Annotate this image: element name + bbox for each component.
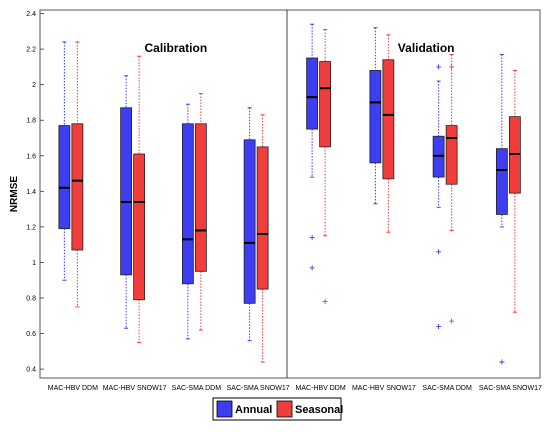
outlier-marker [449,318,455,324]
y-axis-title: NRMSE [9,176,20,212]
outlier-marker [499,359,505,365]
box-seasonal [319,29,332,305]
box-annual [243,107,256,342]
box-iqr [194,123,207,272]
y-tick-label: 2.4 [26,11,36,18]
box-seasonal [382,34,395,233]
box-seasonal [194,93,207,331]
box-annual [58,41,71,281]
legend-swatch [216,400,233,418]
box-iqr [181,123,194,285]
category-label: MAC-HBV SNOW17 [103,385,167,392]
box-seasonal [133,55,146,343]
category-label: MAC-HBV DDM [296,385,346,392]
outlier-marker [449,64,455,70]
legend-label: Seasonal [295,404,343,416]
box-iqr [306,57,319,130]
category-label: SAC-SMA SNOW17 [227,385,290,392]
box-iqr [319,61,332,148]
category-label: SAC-SMA DDM [172,385,222,392]
box-seasonal [508,69,521,313]
box-annual [120,75,133,329]
y-tick-label: 1.8 [26,118,36,125]
box-annual [369,27,382,205]
category-label: SAC-SMA DDM [422,385,472,392]
box-iqr [243,139,256,304]
y-tick-label: 0.6 [26,331,36,338]
box-iqr [120,107,133,276]
legend-swatch [276,400,293,418]
panel-title: Calibration [145,41,208,55]
y-tick-label: 1.2 [26,224,36,231]
box-annual [306,23,319,271]
box-seasonal [445,53,458,324]
y-tick-label: 2.2 [26,47,36,54]
box-annual [495,53,508,365]
box-iqr [445,125,458,185]
legend-label: Annual [235,404,272,416]
y-tick-label: 1.4 [26,189,36,196]
box-annual [432,64,445,329]
plot-frame [39,9,541,379]
panel-title: Validation [398,41,455,55]
outlier-marker [436,64,442,70]
box-annual [181,103,194,340]
box-iqr [71,123,84,251]
category-label: MAC-HBV DDM [48,385,98,392]
outlier-marker [436,323,442,329]
legend: Annual Seasonal [212,397,343,421]
box-iqr [382,59,395,180]
box-iqr [495,148,508,215]
box-seasonal [71,41,84,308]
box-iqr [369,70,382,164]
outlier-marker [322,299,328,305]
outlier-marker [436,249,442,255]
y-tick-label: 2 [32,82,36,89]
y-tick-label: 1 [32,260,36,267]
outlier-marker [309,235,315,241]
box-seasonal [256,114,269,363]
y-tick-label: 1.6 [26,153,36,160]
box-iqr [58,125,71,230]
box-iqr [256,146,269,290]
y-tick-label: 0.4 [26,367,36,374]
category-label: MAC-HBV SNOW17 [352,385,416,392]
y-tick-label: 0.8 [26,296,36,303]
outlier-marker [309,265,315,271]
plot-area: 0.4 0.6 0.8 1 1.2 1.4 1.6 1.8 2 2.2 2.4 Calibration… [26,9,542,392]
box-iqr [133,153,146,301]
category-label: SAC-SMA SNOW17 [479,385,542,392]
